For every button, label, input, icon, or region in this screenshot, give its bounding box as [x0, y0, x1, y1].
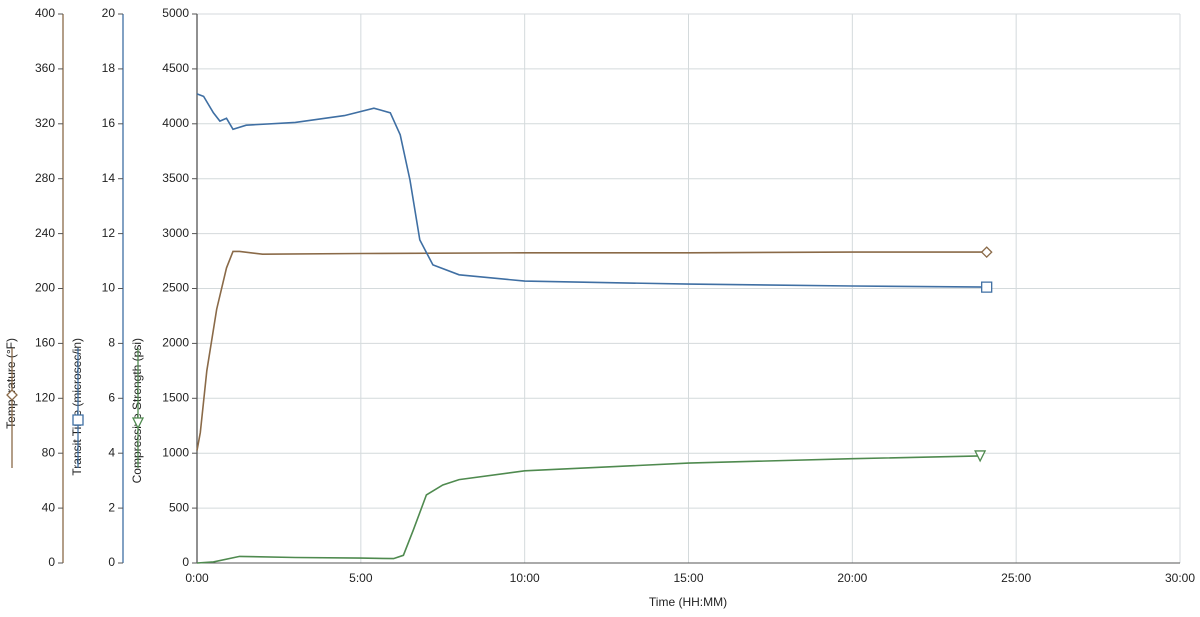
x-axis-title: Time (HH:MM): [649, 595, 727, 609]
x-tick-label: 20:00: [837, 571, 867, 585]
y-tick-label: 2500: [162, 281, 189, 295]
legend-label: Temperature (°F): [4, 338, 18, 429]
y-tick-label: 10: [102, 281, 116, 295]
x-tick-label: 0:00: [185, 571, 209, 585]
y-tick-label: 2000: [162, 336, 189, 350]
y-tick-label: 6: [108, 390, 115, 404]
y-tick-label: 200: [35, 281, 55, 295]
end-marker: [981, 281, 993, 293]
legend-marker: [131, 417, 145, 430]
y-tick-label: 16: [102, 116, 116, 130]
y-tick-label: 18: [102, 61, 116, 75]
y-tick-label: 240: [35, 226, 55, 240]
y-tick-label: 500: [169, 500, 189, 514]
y-tick-label: 3000: [162, 226, 189, 240]
y-tick-label: 5000: [162, 6, 189, 20]
y-tick-label: 4000: [162, 116, 189, 130]
y-tick-label: 20: [102, 6, 116, 20]
y-tick-label: 1500: [162, 390, 189, 404]
y-tick-label: 14: [102, 171, 116, 185]
series-line: [196, 455, 981, 564]
y-tick-label: 400: [35, 6, 55, 20]
y-tick-label: 280: [35, 171, 55, 185]
legend-marker: [6, 389, 18, 401]
y-tick-label: 80: [42, 445, 56, 459]
y-tick-label: 0: [108, 555, 115, 569]
x-tick-label: 30:00: [1165, 571, 1195, 585]
y-tick-label: 120: [35, 390, 55, 404]
y-tick-label: 0: [48, 555, 55, 569]
series-line: [196, 93, 987, 288]
y-tick-label: 3500: [162, 171, 189, 185]
y-tick-label: 40: [42, 500, 56, 514]
y-tick-label: 12: [102, 226, 116, 240]
x-tick-label: 5:00: [349, 571, 373, 585]
y-tick-label: 320: [35, 116, 55, 130]
y-tick-label: 1000: [162, 445, 189, 459]
x-tick-label: 10:00: [510, 571, 540, 585]
legend-marker: [72, 414, 84, 426]
x-tick-label: 25:00: [1001, 571, 1031, 585]
series-line: [196, 250, 987, 451]
end-marker: [974, 450, 987, 463]
y-tick-label: 160: [35, 336, 55, 350]
legend-label: Transit Time (microsec/in): [70, 338, 84, 476]
y-tick-label: 4500: [162, 61, 189, 75]
y-tick-label: 0: [182, 555, 189, 569]
y-tick-label: 4: [108, 445, 115, 459]
y-tick-label: 2: [108, 500, 115, 514]
y-tick-label: 360: [35, 61, 55, 75]
y-tick-label: 8: [108, 336, 115, 350]
legend-label: Compressive Strength (psi): [130, 338, 144, 483]
x-tick-label: 15:00: [673, 571, 703, 585]
end-marker: [980, 246, 993, 259]
